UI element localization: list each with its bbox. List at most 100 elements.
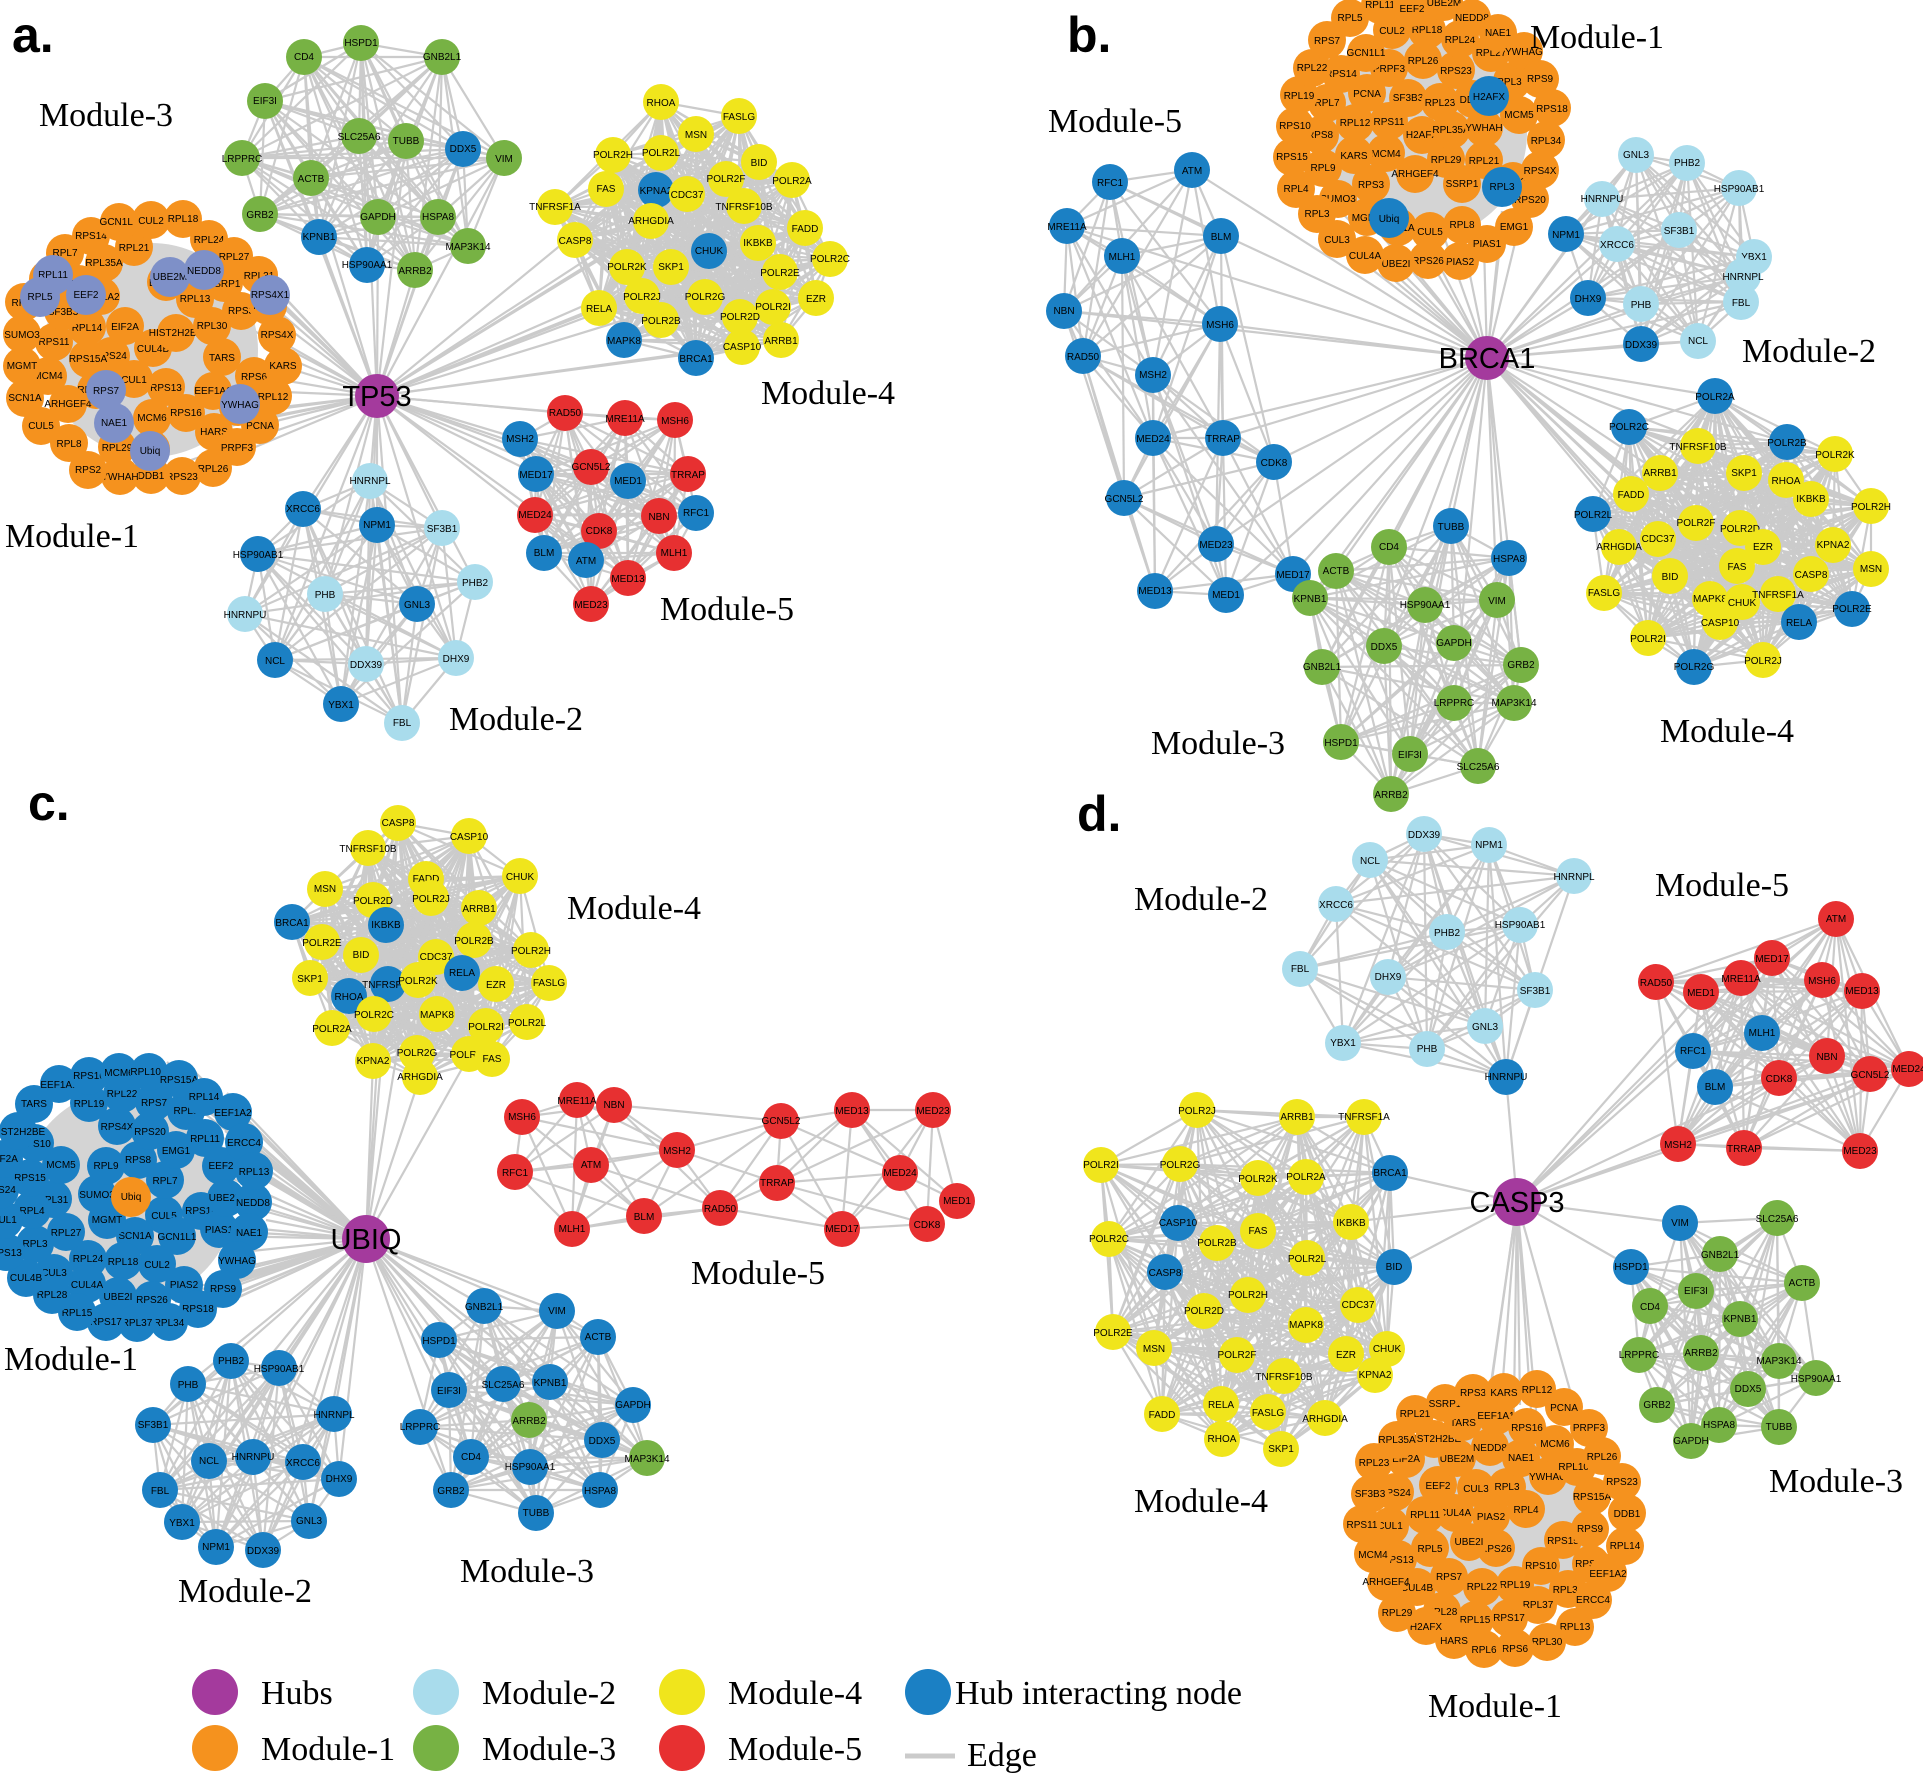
svg-text:MED23: MED23: [574, 600, 608, 611]
svg-text:RHOA: RHOA: [1208, 1434, 1237, 1445]
svg-text:MLH1: MLH1: [1109, 252, 1136, 263]
svg-text:MRE11A: MRE11A: [1721, 974, 1761, 985]
svg-text:POLR2G: POLR2G: [685, 292, 726, 303]
svg-text:HARS: HARS: [200, 427, 228, 438]
svg-text:RPL7: RPL7: [52, 248, 77, 259]
svg-text:EEF2: EEF2: [73, 290, 98, 301]
svg-text:RPL4: RPL4: [1513, 1505, 1538, 1516]
svg-text:RPL7: RPL7: [1314, 98, 1339, 109]
svg-text:NEDD8: NEDD8: [236, 1198, 270, 1209]
svg-text:NEDD8: NEDD8: [187, 266, 221, 277]
svg-text:HSP90AB1: HSP90AB1: [233, 550, 284, 561]
svg-text:POLR2G: POLR2G: [397, 1048, 438, 1059]
svg-text:RPS24: RPS24: [0, 1185, 16, 1196]
svg-text:POLR2I: POLR2I: [1083, 1160, 1119, 1171]
svg-text:MCM6: MCM6: [104, 1068, 134, 1079]
svg-text:TUBB: TUBB: [1438, 522, 1465, 533]
svg-text:BRCA1: BRCA1: [679, 354, 713, 365]
svg-text:SLC25A6: SLC25A6: [1457, 762, 1500, 773]
svg-text:Ubiq: Ubiq: [121, 1192, 142, 1203]
svg-text:RPL30: RPL30: [1532, 1637, 1563, 1648]
svg-text:Module-5: Module-5: [1655, 867, 1789, 904]
svg-text:RPL18: RPL18: [168, 214, 199, 225]
svg-text:MED24: MED24: [1892, 1064, 1923, 1075]
svg-text:POLR2C: POLR2C: [810, 254, 850, 265]
svg-text:TP53: TP53: [342, 381, 411, 413]
svg-text:GCN5L2: GCN5L2: [572, 462, 611, 473]
svg-text:RPL8: RPL8: [56, 439, 81, 450]
svg-text:HSP90AB1: HSP90AB1: [254, 1364, 305, 1375]
svg-text:POLR2C: POLR2C: [1089, 1234, 1129, 1245]
svg-text:NPM1: NPM1: [1552, 230, 1580, 241]
svg-text:GCN5L2: GCN5L2: [1105, 494, 1144, 505]
svg-text:NAE1: NAE1: [236, 1228, 263, 1239]
svg-text:Edge: Edge: [967, 1737, 1037, 1774]
svg-text:DDB1: DDB1: [138, 471, 165, 482]
svg-text:MSN: MSN: [1860, 564, 1882, 575]
svg-text:RPS15: RPS15: [14, 1173, 46, 1184]
svg-text:TUBB: TUBB: [523, 1508, 550, 1519]
svg-text:HIST2H2BE: HIST2H2BE: [1407, 1434, 1462, 1445]
svg-text:NCL: NCL: [1688, 336, 1708, 347]
svg-text:PIAS1: PIAS1: [205, 1225, 234, 1236]
svg-text:TARS: TARS: [209, 353, 235, 364]
svg-text:IKBKB: IKBKB: [371, 920, 401, 931]
svg-text:POLR2A: POLR2A: [312, 1024, 352, 1035]
svg-text:MSH2: MSH2: [506, 434, 534, 445]
svg-text:RPL34: RPL34: [1553, 1585, 1584, 1596]
svg-text:CASP8: CASP8: [559, 236, 592, 247]
svg-text:RPL31: RPL31: [1497, 77, 1528, 88]
svg-text:EEF1A1: EEF1A1: [40, 1080, 78, 1091]
svg-text:NBN: NBN: [603, 1100, 624, 1111]
svg-text:RPS13: RPS13: [0, 1248, 22, 1259]
svg-text:RPS4X: RPS4X: [1524, 166, 1557, 177]
svg-text:POLR2I: POLR2I: [1630, 634, 1666, 645]
svg-text:NAE1: NAE1: [1508, 1453, 1535, 1464]
svg-text:KPNB1: KPNB1: [1724, 1314, 1757, 1325]
svg-text:RAD50: RAD50: [1640, 978, 1673, 989]
svg-text:MSH6: MSH6: [661, 416, 689, 427]
svg-text:YBX1: YBX1: [1741, 252, 1767, 263]
svg-text:EZR: EZR: [1336, 1350, 1356, 1361]
svg-text:MED13: MED13: [611, 574, 645, 585]
svg-text:RPL22: RPL22: [1467, 1582, 1498, 1593]
svg-text:ERCC4: ERCC4: [227, 1138, 261, 1149]
svg-text:UBE2I: UBE2I: [1382, 259, 1411, 270]
svg-text:XRCC6: XRCC6: [286, 504, 320, 515]
svg-text:PCNA: PCNA: [246, 421, 274, 432]
svg-text:PIAS2: PIAS2: [170, 1280, 199, 1291]
svg-text:POLR2H: POLR2H: [593, 150, 633, 161]
svg-text:ARRB1: ARRB1: [1643, 468, 1677, 479]
svg-text:YWHAH: YWHAH: [101, 472, 138, 483]
svg-text:CASP10: CASP10: [1701, 618, 1740, 629]
svg-text:CASP10: CASP10: [723, 342, 762, 353]
svg-text:MCM4: MCM4: [1371, 149, 1401, 160]
svg-text:c.: c.: [28, 775, 70, 831]
svg-text:CUL4A: CUL4A: [71, 1280, 104, 1291]
svg-text:H2AFX: H2AFX: [1410, 1622, 1443, 1633]
svg-text:CUL4A: CUL4A: [1349, 251, 1382, 262]
svg-text:HSPD1: HSPD1: [1324, 738, 1358, 749]
svg-text:TRRAP: TRRAP: [1206, 434, 1240, 445]
svg-text:POLR2F: POLR2F: [1677, 518, 1716, 529]
svg-text:PHB2: PHB2: [218, 1356, 245, 1367]
svg-text:EEF2: EEF2: [1399, 4, 1424, 15]
svg-text:RPL4: RPL4: [19, 1206, 44, 1217]
svg-text:CHUK: CHUK: [506, 872, 535, 883]
svg-text:RPL26: RPL26: [1587, 1452, 1618, 1463]
svg-text:CD4: CD4: [294, 52, 314, 63]
svg-text:PHB: PHB: [178, 1380, 199, 1391]
svg-text:RPS23: RPS23: [166, 472, 198, 483]
svg-text:HSPD1: HSPD1: [344, 38, 378, 49]
svg-text:POLR2E: POLR2E: [760, 268, 800, 279]
svg-text:EEF2: EEF2: [1425, 1481, 1450, 1492]
svg-text:MAP3K14: MAP3K14: [624, 1454, 669, 1465]
svg-text:RPL3: RPL3: [1494, 1482, 1519, 1493]
svg-text:DHX9: DHX9: [1575, 294, 1602, 305]
svg-text:PIAS2: PIAS2: [1477, 1512, 1506, 1523]
svg-text:Module-4: Module-4: [761, 375, 895, 412]
svg-text:ATM: ATM: [576, 556, 596, 567]
svg-text:MRE11A: MRE11A: [1047, 222, 1087, 233]
svg-text:CUL5: CUL5: [151, 1211, 177, 1222]
svg-text:KPNA2: KPNA2: [357, 1056, 390, 1067]
